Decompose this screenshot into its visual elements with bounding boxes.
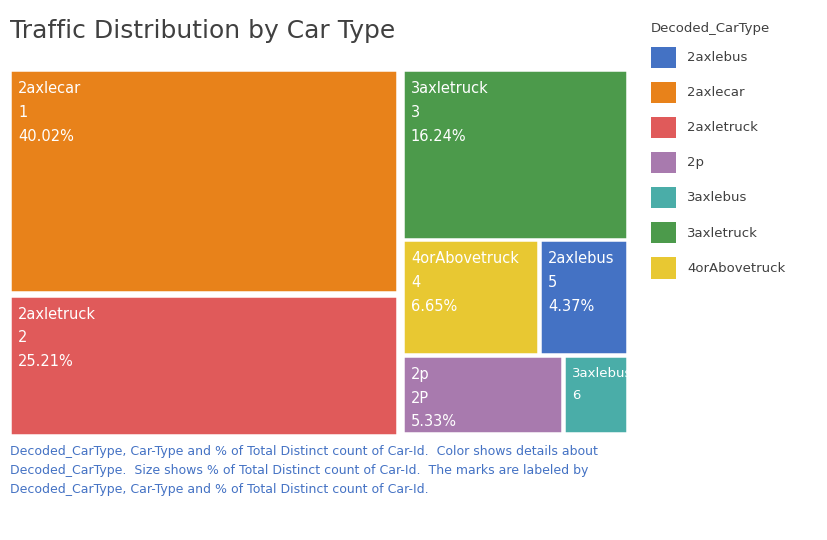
Text: 3axletruck: 3axletruck [686,227,758,240]
Text: 2axlebus: 2axlebus [686,51,747,64]
FancyBboxPatch shape [539,240,626,354]
Text: 2axletruck: 2axletruck [686,122,758,134]
Text: 2p: 2p [686,157,704,170]
Bar [650,117,676,138]
Bar [650,82,676,103]
Text: 3: 3 [410,105,419,120]
Bar [650,47,676,68]
Text: 25.21%: 25.21% [18,354,74,369]
Text: 2: 2 [18,330,27,345]
Text: 1: 1 [18,105,27,120]
Text: 4orAbovetruck: 4orAbovetruck [410,252,519,266]
Text: 2axlecar: 2axlecar [18,81,81,96]
FancyBboxPatch shape [403,240,538,354]
Text: 2P: 2P [410,390,428,406]
Text: 3axlebus: 3axlebus [686,192,747,205]
Text: 4: 4 [410,275,419,290]
Text: 5: 5 [547,275,557,290]
Text: 2axletruck: 2axletruck [18,307,96,322]
Bar [650,187,676,208]
Bar [650,222,676,244]
Text: 6: 6 [571,389,580,402]
Text: Decoded_CarType, Car-Type and % of Total Distinct count of Car-Id.  Color shows : Decoded_CarType, Car-Type and % of Total… [10,446,597,496]
FancyBboxPatch shape [10,296,396,435]
FancyBboxPatch shape [403,356,562,433]
Bar [650,152,676,173]
Text: 4.37%: 4.37% [547,299,594,314]
FancyBboxPatch shape [563,356,626,433]
Text: 2axlecar: 2axlecar [686,86,743,99]
Text: 2p: 2p [410,367,429,382]
Text: 3axlebus: 3axlebus [571,367,632,380]
Text: 2axlebus: 2axlebus [547,252,614,266]
Text: 5.33%: 5.33% [410,414,457,429]
Text: Traffic Distribution by Car Type: Traffic Distribution by Car Type [10,19,394,43]
Text: 6.65%: 6.65% [410,299,457,314]
Text: 4orAbovetruck: 4orAbovetruck [686,262,785,275]
Text: 3axletruck: 3axletruck [410,81,488,96]
Bar [650,258,676,279]
Text: 40.02%: 40.02% [18,129,74,144]
Text: 16.24%: 16.24% [410,129,466,144]
FancyBboxPatch shape [403,70,626,239]
Text: Decoded_CarType: Decoded_CarType [650,22,769,35]
FancyBboxPatch shape [10,70,396,292]
